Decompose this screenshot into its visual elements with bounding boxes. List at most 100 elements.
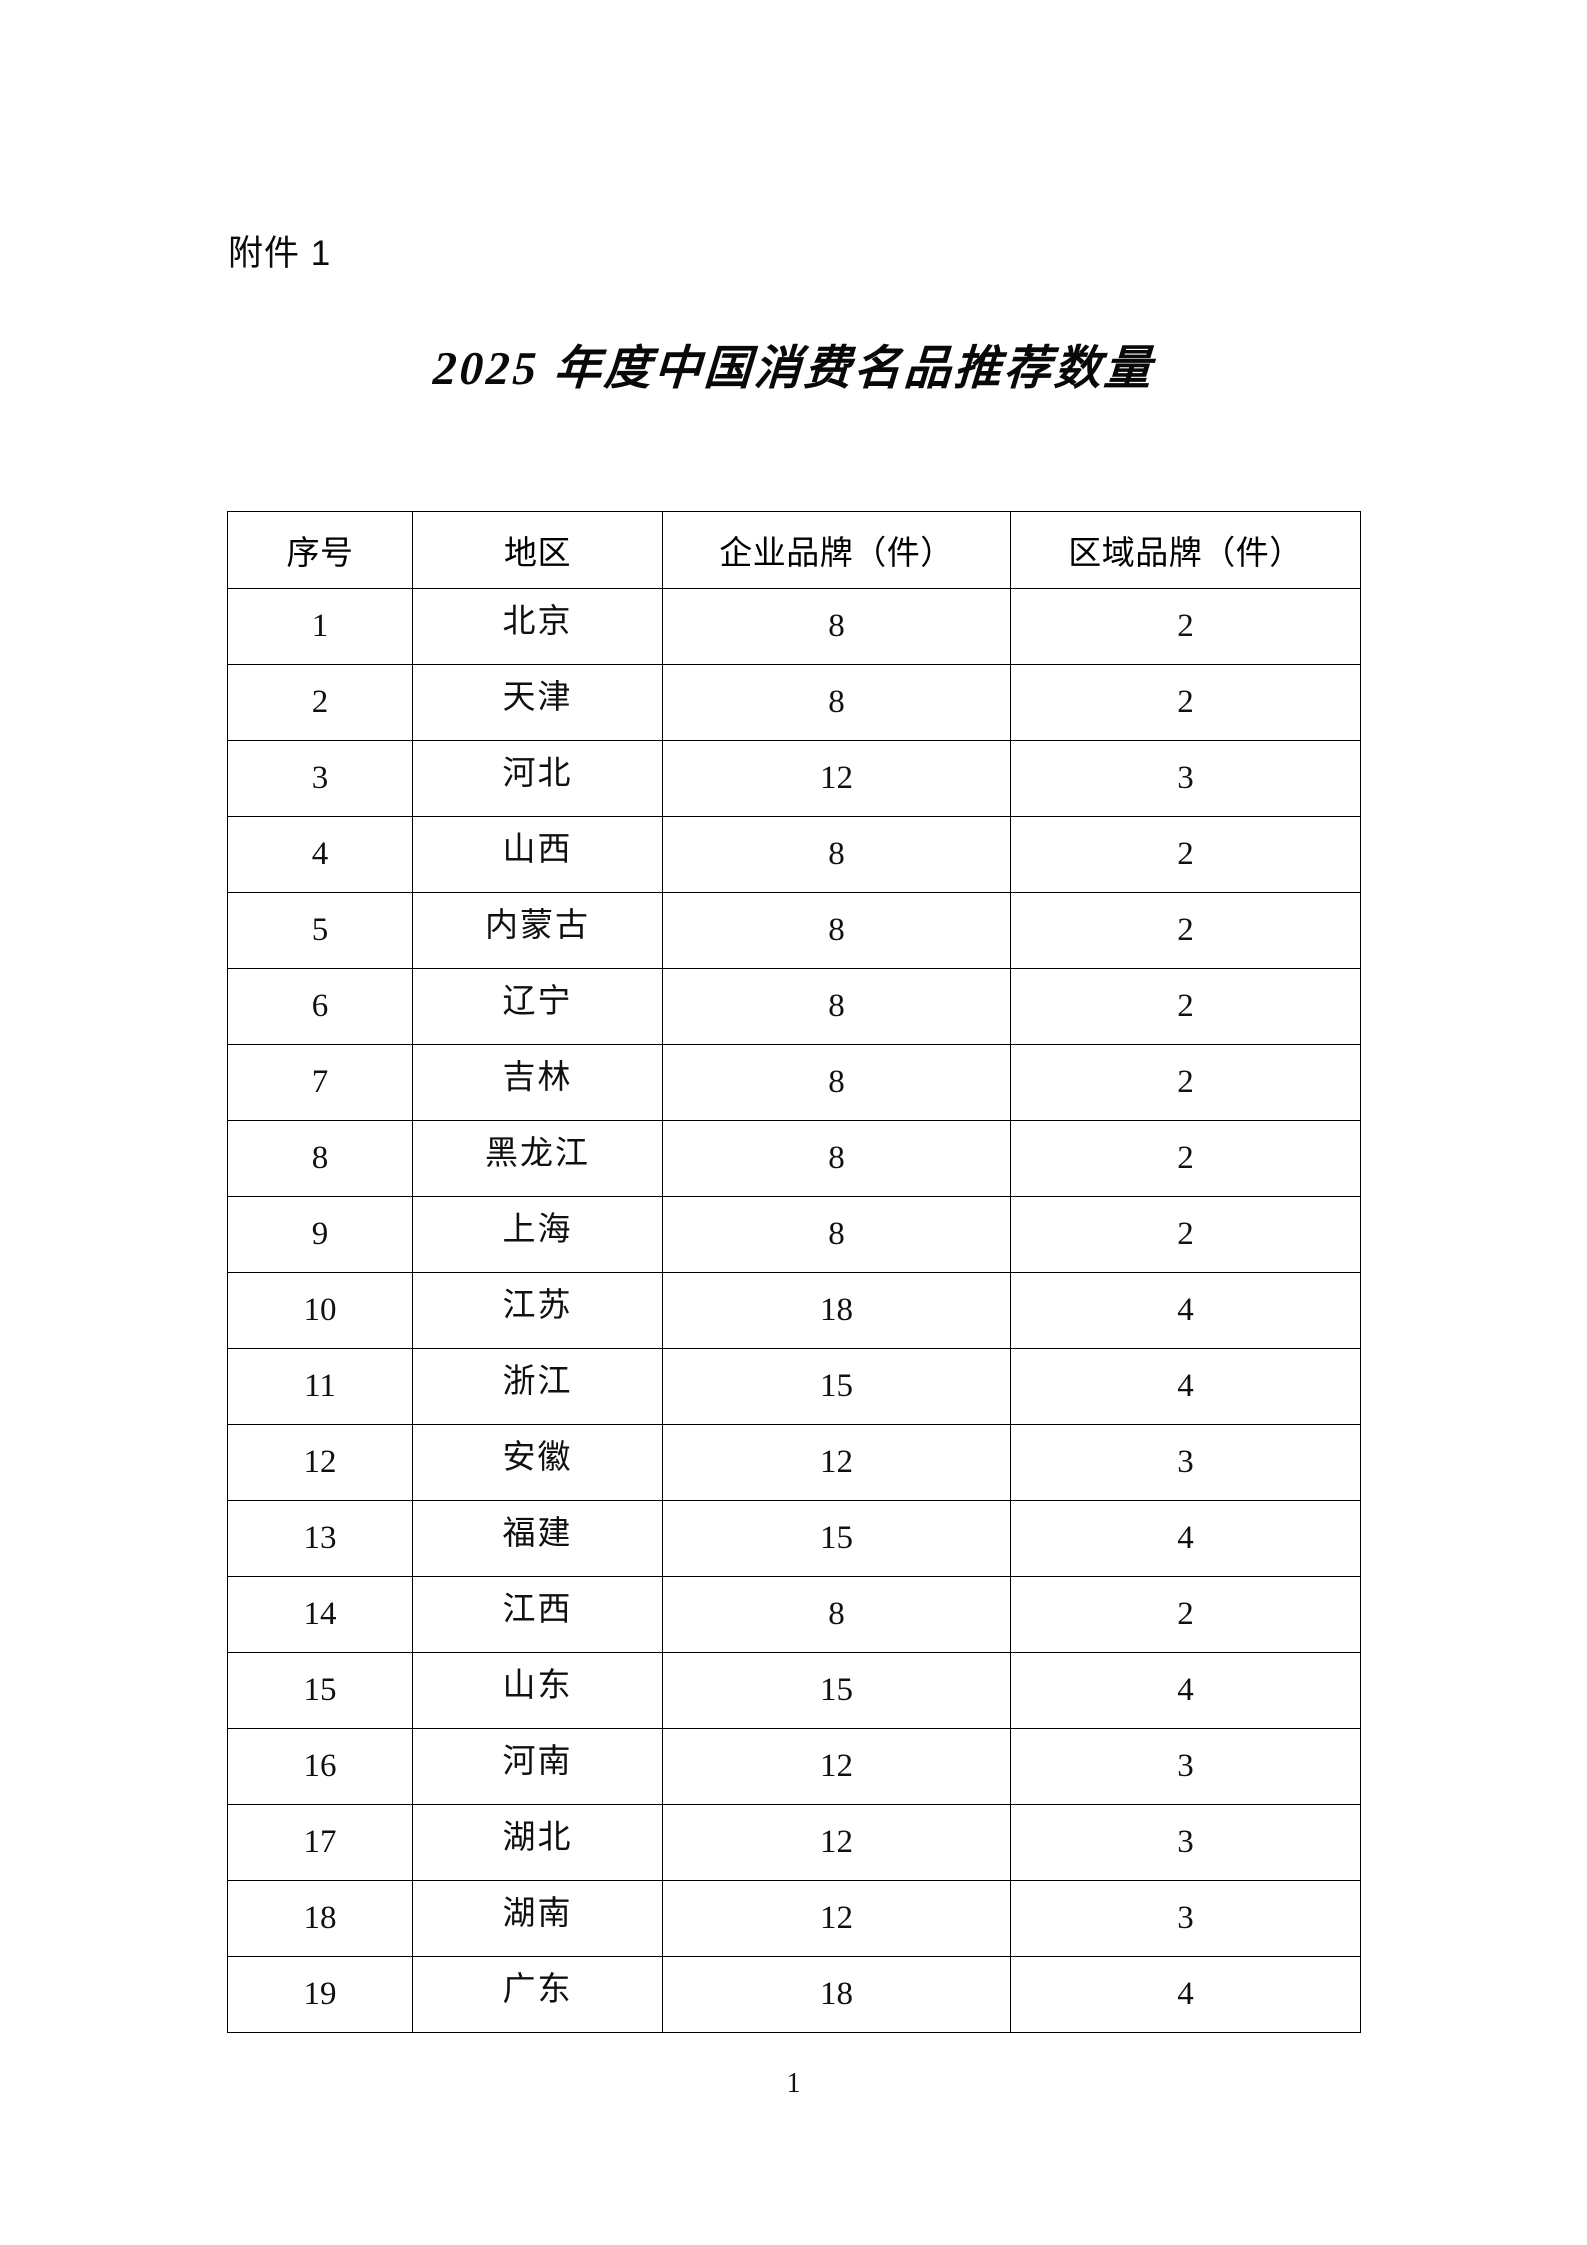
cell-index: 19 bbox=[227, 1956, 413, 2033]
cell-enterprise-brand: 8 bbox=[662, 588, 1011, 665]
cell-index: 9 bbox=[227, 1196, 413, 1273]
cell-regional-brand: 3 bbox=[1010, 1424, 1361, 1501]
cell-index: 14 bbox=[227, 1576, 413, 1653]
cell-regional-brand: 2 bbox=[1010, 968, 1361, 1045]
table-row: 16 河南 12 3 bbox=[227, 1719, 1361, 1805]
cell-enterprise-brand: 12 bbox=[662, 1880, 1011, 1957]
cell-regional-brand: 2 bbox=[1010, 816, 1361, 893]
table-row: 1 北京 8 2 bbox=[227, 579, 1361, 665]
cell-enterprise-brand: 12 bbox=[662, 1804, 1011, 1881]
cell-enterprise-brand: 15 bbox=[662, 1500, 1011, 1577]
cell-enterprise-brand: 8 bbox=[662, 968, 1011, 1045]
table-row: 15 山东 15 4 bbox=[227, 1643, 1361, 1729]
cell-enterprise-brand: 12 bbox=[662, 1728, 1011, 1805]
cell-enterprise-brand: 15 bbox=[662, 1652, 1011, 1729]
cell-enterprise-brand: 18 bbox=[662, 1956, 1011, 2033]
cell-index: 12 bbox=[227, 1424, 413, 1501]
cell-index: 11 bbox=[227, 1348, 413, 1425]
cell-regional-brand: 3 bbox=[1010, 1728, 1361, 1805]
table-row: 11 浙江 15 4 bbox=[227, 1339, 1361, 1425]
cell-region: 河南 bbox=[412, 1719, 663, 1796]
cell-regional-brand: 4 bbox=[1010, 1652, 1361, 1729]
cell-enterprise-brand: 8 bbox=[662, 1044, 1011, 1121]
cell-index: 8 bbox=[227, 1120, 413, 1197]
cell-regional-brand: 2 bbox=[1010, 1196, 1361, 1273]
cell-regional-brand: 2 bbox=[1010, 664, 1361, 741]
cell-region: 湖南 bbox=[412, 1871, 663, 1948]
cell-region: 湖北 bbox=[412, 1795, 663, 1872]
cell-index: 16 bbox=[227, 1728, 413, 1805]
cell-region: 江西 bbox=[412, 1567, 663, 1644]
cell-index: 17 bbox=[227, 1804, 413, 1881]
cell-region: 北京 bbox=[412, 579, 663, 656]
cell-index: 5 bbox=[227, 892, 413, 969]
cell-enterprise-brand: 12 bbox=[662, 1424, 1011, 1501]
cell-regional-brand: 2 bbox=[1010, 588, 1361, 665]
cell-regional-brand: 2 bbox=[1010, 1120, 1361, 1197]
table-row: 17 湖北 12 3 bbox=[227, 1795, 1361, 1881]
cell-regional-brand: 3 bbox=[1010, 1804, 1361, 1881]
cell-enterprise-brand: 8 bbox=[662, 1196, 1011, 1273]
cell-enterprise-brand: 8 bbox=[662, 1120, 1011, 1197]
cell-region: 上海 bbox=[412, 1187, 663, 1264]
cell-region: 黑龙江 bbox=[412, 1111, 663, 1188]
table-header-row: 序号 地区 企业品牌（件） 区域品牌（件） bbox=[227, 511, 1361, 589]
attachment-label: 附件 1 bbox=[228, 234, 332, 273]
cell-regional-brand: 2 bbox=[1010, 1576, 1361, 1653]
table-row: 19 广东 18 4 bbox=[227, 1947, 1361, 2033]
table-row: 3 河北 12 3 bbox=[227, 731, 1361, 817]
cell-enterprise-brand: 8 bbox=[662, 1576, 1011, 1653]
cell-index: 10 bbox=[227, 1272, 413, 1349]
column-header-regional-brand: 区域品牌（件） bbox=[1010, 511, 1361, 589]
cell-region: 安徽 bbox=[412, 1415, 663, 1492]
cell-region: 浙江 bbox=[412, 1339, 663, 1416]
cell-region: 山东 bbox=[412, 1643, 663, 1720]
table-row: 2 天津 8 2 bbox=[227, 655, 1361, 741]
cell-index: 4 bbox=[227, 816, 413, 893]
cell-region: 山西 bbox=[412, 807, 663, 884]
column-header-region: 地区 bbox=[412, 511, 663, 589]
cell-index: 7 bbox=[227, 1044, 413, 1121]
cell-region: 天津 bbox=[412, 655, 663, 732]
table-row: 13 福建 15 4 bbox=[227, 1491, 1361, 1577]
table-row: 7 吉林 8 2 bbox=[227, 1035, 1361, 1121]
cell-regional-brand: 3 bbox=[1010, 1880, 1361, 1957]
cell-regional-brand: 3 bbox=[1010, 740, 1361, 817]
cell-index: 18 bbox=[227, 1880, 413, 1957]
cell-index: 1 bbox=[227, 588, 413, 665]
page-number: 1 bbox=[786, 2068, 801, 2099]
table-row: 6 辽宁 8 2 bbox=[227, 959, 1361, 1045]
cell-region: 河北 bbox=[412, 731, 663, 808]
table-row: 4 山西 8 2 bbox=[227, 807, 1361, 893]
table-row: 12 安徽 12 3 bbox=[227, 1415, 1361, 1501]
cell-regional-brand: 2 bbox=[1010, 892, 1361, 969]
cell-region: 内蒙古 bbox=[412, 883, 663, 960]
cell-region: 福建 bbox=[412, 1491, 663, 1568]
page-title: 2025 年度中国消费名品推荐数量 bbox=[431, 343, 1156, 395]
cell-index: 2 bbox=[227, 664, 413, 741]
cell-enterprise-brand: 8 bbox=[662, 892, 1011, 969]
table-row: 5 内蒙古 8 2 bbox=[227, 883, 1361, 969]
table-row: 18 湖南 12 3 bbox=[227, 1871, 1361, 1957]
cell-index: 15 bbox=[227, 1652, 413, 1729]
cell-enterprise-brand: 8 bbox=[662, 664, 1011, 741]
column-header-index: 序号 bbox=[227, 511, 413, 589]
cell-regional-brand: 4 bbox=[1010, 1500, 1361, 1577]
cell-region: 江苏 bbox=[412, 1263, 663, 1340]
cell-region: 吉林 bbox=[412, 1035, 663, 1112]
cell-index: 3 bbox=[227, 740, 413, 817]
cell-region: 广东 bbox=[412, 1947, 663, 2024]
table-row: 8 黑龙江 8 2 bbox=[227, 1111, 1361, 1197]
table-row: 9 上海 8 2 bbox=[227, 1187, 1361, 1273]
cell-region: 辽宁 bbox=[412, 959, 663, 1036]
cell-regional-brand: 4 bbox=[1010, 1272, 1361, 1349]
cell-enterprise-brand: 8 bbox=[662, 816, 1011, 893]
cell-enterprise-brand: 12 bbox=[662, 740, 1011, 817]
cell-index: 6 bbox=[227, 968, 413, 1045]
table-row: 10 江苏 18 4 bbox=[227, 1263, 1361, 1349]
table-body: 1 北京 8 2 2 天津 8 2 3 河北 12 3 4 山西 8 2 5 内蒙古 8 2 6 辽宁 8 2 7 吉林 8 2 8 黑龙… bbox=[227, 579, 1361, 2033]
cell-regional-brand: 2 bbox=[1010, 1044, 1361, 1121]
cell-index: 13 bbox=[227, 1500, 413, 1577]
cell-enterprise-brand: 18 bbox=[662, 1272, 1011, 1349]
